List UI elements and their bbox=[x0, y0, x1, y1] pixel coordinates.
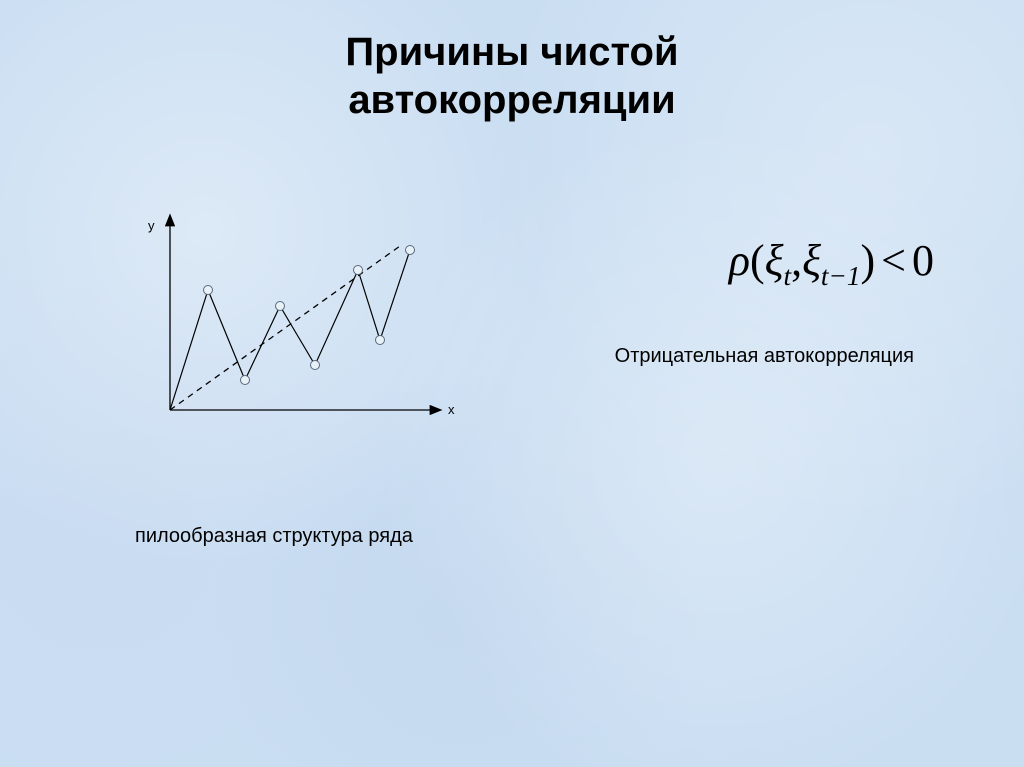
x-axis-label: x bbox=[448, 402, 455, 417]
title-line-1: Причины чистой bbox=[0, 28, 1024, 76]
close-paren: ) bbox=[861, 236, 876, 285]
less-than: < bbox=[875, 236, 912, 285]
autocorrelation-formula: ρ(ξt,ξt−1)<0 bbox=[729, 235, 934, 292]
sub-t: t bbox=[783, 261, 791, 291]
sawtooth-chart: y x bbox=[110, 210, 470, 450]
chart-caption: пилообразная структура ряда bbox=[135, 525, 413, 548]
title-line-2: автокорреляции bbox=[0, 76, 1024, 124]
xi-1: ξ bbox=[765, 236, 784, 285]
xi-2: ξ bbox=[802, 236, 821, 285]
comma: , bbox=[791, 236, 802, 285]
chart-svg bbox=[110, 210, 470, 450]
y-axis-label: y bbox=[148, 218, 155, 233]
open-paren: ( bbox=[750, 236, 765, 285]
formula-caption: Отрицательная автокорреляция bbox=[615, 345, 914, 368]
slide-title: Причины чистой автокорреляции bbox=[0, 0, 1024, 124]
rho-symbol: ρ bbox=[729, 236, 750, 285]
sub-tm1: t−1 bbox=[821, 261, 861, 291]
zero: 0 bbox=[912, 236, 934, 285]
